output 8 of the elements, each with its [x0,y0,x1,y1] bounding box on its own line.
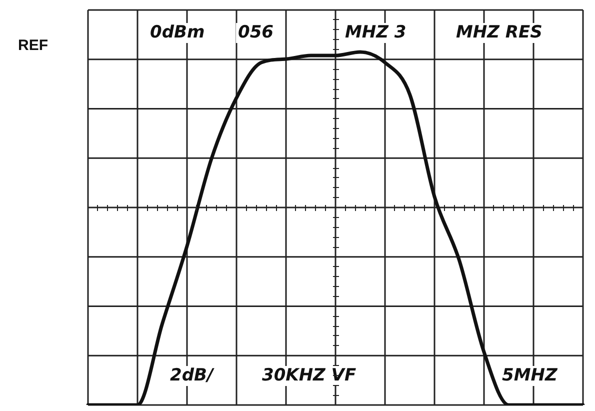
text: MHZ 3 [345,22,406,42]
annotation: 30KHZ VF [262,365,356,386]
text: 0dBm [150,22,205,42]
annotation: 2dB/ [170,365,215,386]
text: REF [18,37,48,54]
text: 056 [238,22,274,42]
text: MHZ RES [456,22,542,42]
annotation: 5MHZ [502,365,558,386]
